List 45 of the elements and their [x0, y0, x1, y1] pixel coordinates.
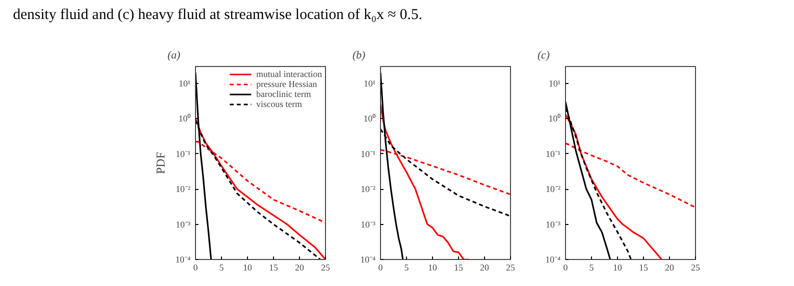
y-tick-label: 10⁻²	[360, 184, 376, 194]
chart-title: (a)	[168, 50, 181, 62]
x-tick-label: 5	[404, 262, 410, 272]
x-tick-label: 15	[269, 262, 278, 272]
y-tick-label: 10⁰	[178, 114, 190, 124]
y-tick-label: 10⁻²	[176, 184, 191, 194]
y-tick-label: 10⁻¹	[360, 148, 376, 159]
y-axis-title: PDF	[153, 152, 168, 174]
x-tick-label: 20	[665, 262, 674, 272]
y-tick-label: 10⁻¹	[546, 148, 561, 159]
x-tick-label: 25	[691, 262, 700, 272]
y-tick-label: 10⁻³	[546, 219, 561, 230]
y-tick-label: 10⁻⁴	[545, 254, 561, 264]
legend-label: mutual interaction	[256, 69, 322, 79]
y-tick-label: 10¹	[548, 78, 561, 88]
x-tick-label: 25	[321, 262, 330, 272]
x-tick-label: 10	[243, 262, 252, 272]
y-tick-label: 10⁻⁴	[360, 254, 376, 264]
legend-label: baroclinic term	[256, 89, 311, 99]
chart-title: (b)	[352, 50, 366, 62]
x-tick-label: 20	[480, 262, 490, 272]
y-tick-label: 10⁻⁴	[175, 254, 191, 264]
x-tick-label: 0	[193, 262, 198, 272]
y-tick-label: 10⁰	[548, 114, 560, 124]
text: density fluid and (c) heavy fluid at streamwise location of k₀x ≈ 0.5.	[13, 6, 422, 25]
x-tick-label: 15	[639, 262, 648, 272]
x-tick-label: 0	[563, 262, 568, 272]
x-tick-label: 0	[378, 262, 384, 272]
legend-label: viscous term	[256, 99, 302, 109]
y-tick-label: 10¹	[364, 78, 376, 88]
x-tick-label: 5	[589, 262, 594, 272]
x-tick-label: 10	[613, 262, 622, 272]
y-tick-label: 10⁻³	[360, 219, 376, 230]
y-tick-label: 10¹	[178, 78, 191, 88]
x-tick-label: 25	[506, 262, 516, 272]
x-tick-label: 20	[295, 262, 304, 272]
x-tick-label: 5	[219, 262, 224, 272]
x-tick-label: 15	[454, 262, 464, 272]
x-tick-label: 10	[428, 262, 438, 272]
chart-title: (c)	[538, 50, 550, 62]
y-tick-label: 10⁻³	[176, 219, 191, 230]
y-tick-label: 10⁻²	[546, 184, 561, 194]
y-tick-label: 10⁰	[364, 114, 376, 124]
legend-label: pressure Hessian	[256, 79, 317, 89]
y-tick-label: 10⁻¹	[176, 148, 191, 159]
